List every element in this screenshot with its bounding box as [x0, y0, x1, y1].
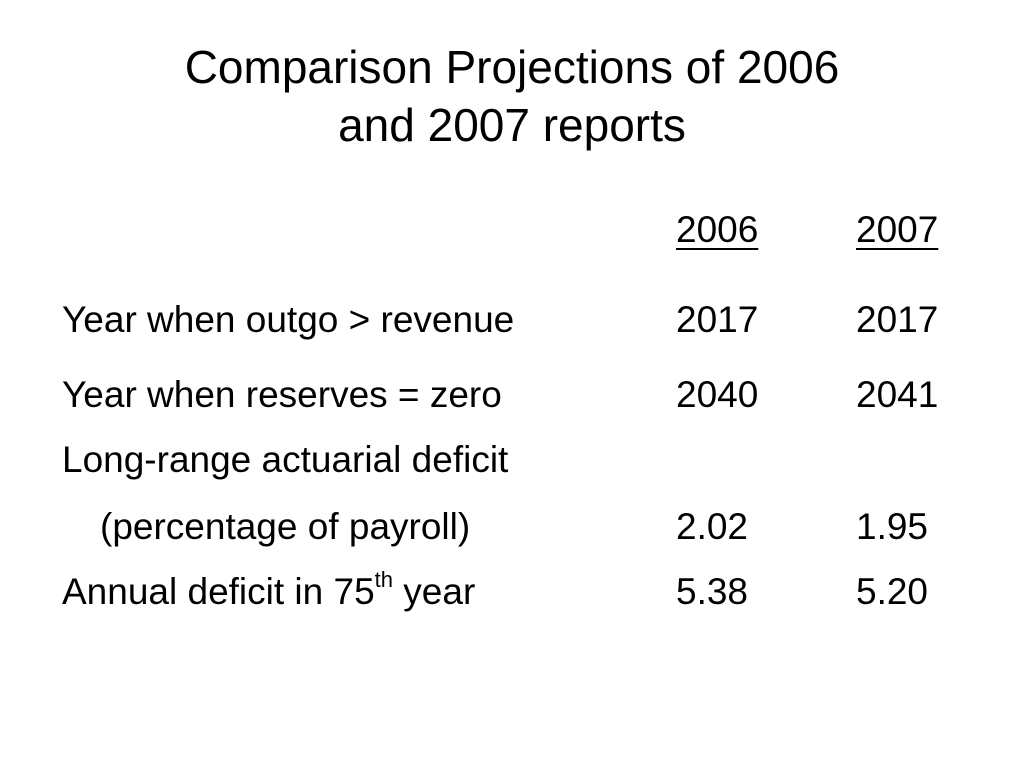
row-value-2007: 5.20	[856, 571, 929, 612]
row-value-2006: 2040	[676, 374, 759, 415]
row-label-reserves-zero: Year when reserves = zero	[62, 374, 502, 415]
row-label-outgo-revenue: Year when outgo > revenue	[62, 299, 515, 340]
annual-deficit-suffix: year	[393, 571, 476, 612]
row-value-2006: 5.38	[676, 571, 749, 612]
row-value-2006: 2.02	[676, 506, 749, 547]
slide-title: Comparison Projections of 2006 and 2007 …	[0, 38, 1024, 154]
row-value-2006: 2017	[676, 299, 759, 340]
column-header-2007: 2007	[856, 209, 939, 250]
row-value-2007: 2041	[856, 374, 939, 415]
slide-title-line-1: Comparison Projections of 2006	[184, 41, 840, 93]
row-value-2007: 1.95	[856, 506, 929, 547]
row-label-actuarial-deficit: Long-range actuarial deficit	[62, 439, 509, 480]
slide-title-line-2: and 2007 reports	[338, 99, 686, 151]
row-label-percentage-payroll: (percentage of payroll)	[100, 506, 471, 547]
annual-deficit-prefix: Annual deficit in 75	[62, 571, 375, 612]
row-label-annual-deficit: Annual deficit in 75th year	[62, 566, 476, 614]
ordinal-suffix: th	[374, 566, 394, 592]
row-value-2007: 2017	[856, 299, 939, 340]
column-header-2006: 2006	[676, 209, 759, 250]
